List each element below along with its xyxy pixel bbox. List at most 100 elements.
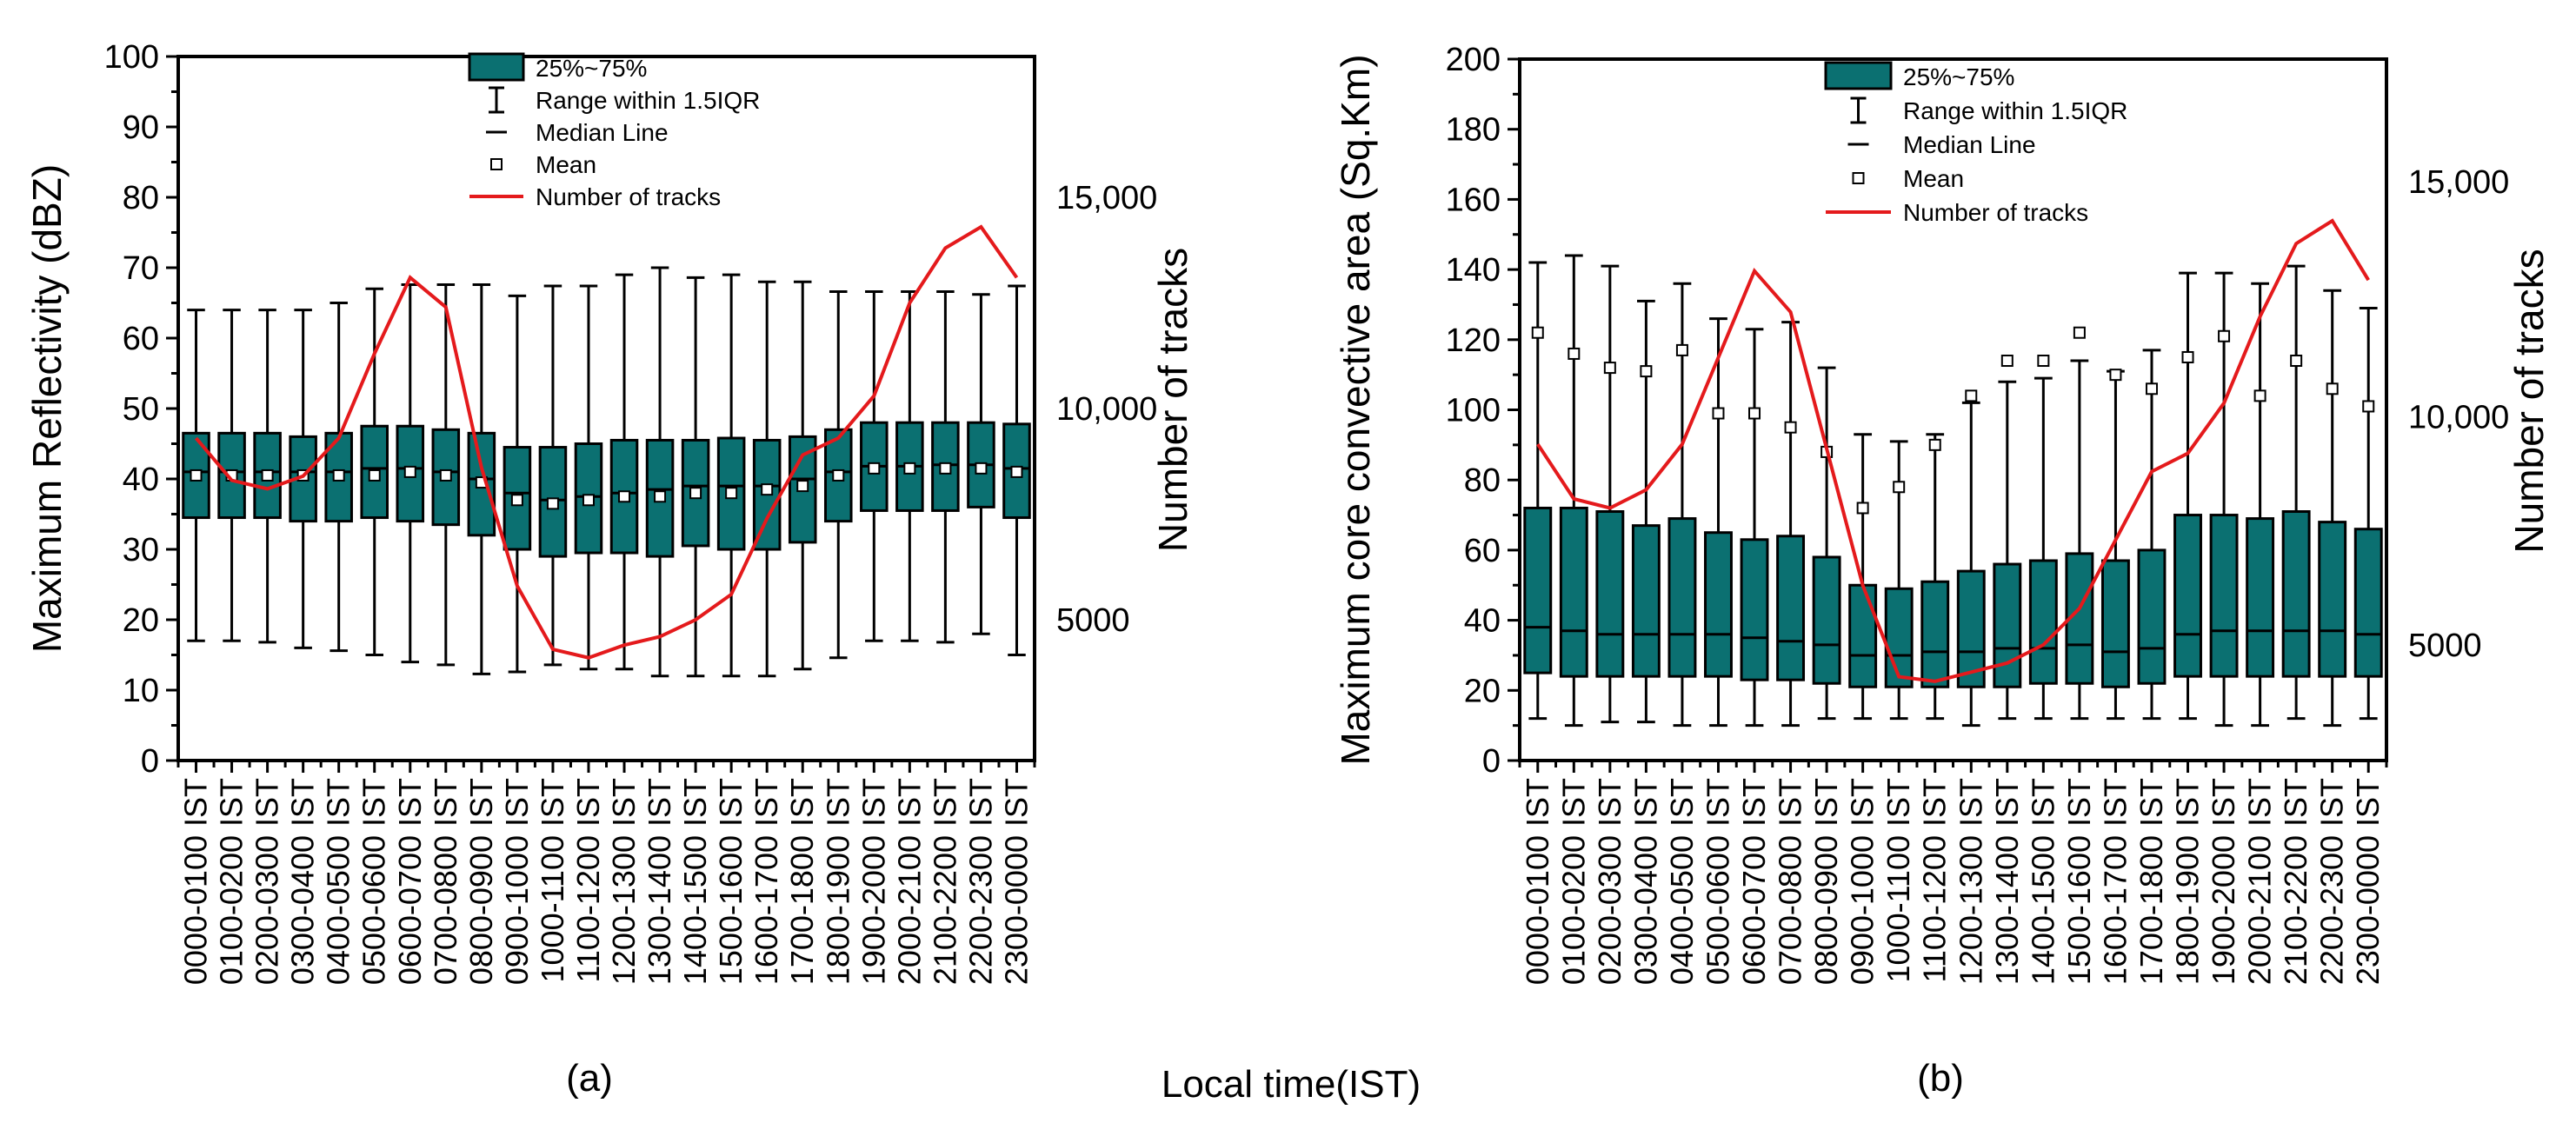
legend-box-swatch xyxy=(468,52,525,82)
x-tick-label: 1600-1700 IST xyxy=(749,778,784,985)
chart-panel-b: 0 20 40 60 80 100 120 140 160 180 200 5000 10,000 15,… xyxy=(1333,42,2552,1100)
y-tick-label: 10 xyxy=(123,673,159,709)
x-tick-label: 2000-2100 IST xyxy=(891,778,927,985)
x-tick-label: 1800-1900 IST xyxy=(2170,778,2206,985)
x-tick-label: 1300-1400 IST xyxy=(1989,778,2025,985)
legend-mean-label: Mean xyxy=(1903,165,1964,192)
mean-marker xyxy=(2218,329,2231,342)
y-tick-label: 100 xyxy=(104,39,159,76)
x-tick-label: 0200-0300 IST xyxy=(250,778,285,985)
y-tick-label: 180 xyxy=(1446,112,1501,149)
box-iqr xyxy=(1848,583,1878,688)
box-iqr xyxy=(1812,555,1841,685)
box-iqr xyxy=(1704,531,1733,678)
legend-whisker-label: Range within 1.5IQR xyxy=(536,87,760,114)
y-tick-label: 30 xyxy=(123,532,159,568)
y-axis-title: Maximum Reflectivity (dBZ) xyxy=(24,164,70,653)
y-tick-label: 40 xyxy=(123,462,159,498)
mean-marker xyxy=(1748,407,1761,420)
y-tick-label: 120 xyxy=(1446,322,1501,359)
mean-marker xyxy=(725,487,738,500)
x-tick-label: 1900-2000 IST xyxy=(855,778,891,985)
y-tick-label: 20 xyxy=(1464,673,1501,709)
x-tick-label: 0000-0100 IST xyxy=(1520,778,1555,985)
x-tick-label: 1700-1800 IST xyxy=(784,778,820,985)
box-iqr xyxy=(2173,514,2202,678)
mean-marker xyxy=(618,490,631,503)
mean-marker xyxy=(190,468,203,482)
mean-marker xyxy=(2253,389,2266,402)
mean-marker xyxy=(1712,407,1725,420)
x-tick-label: 0600-0700 IST xyxy=(1736,778,1772,985)
box-iqr xyxy=(1559,506,1588,678)
legend-box-label: 25%~75% xyxy=(1903,63,2014,90)
x-tick-label: 0800-0900 IST xyxy=(463,778,499,985)
legend: 25%~75% Range within 1.5IQR Median Line Mea… xyxy=(1824,61,2127,226)
x-tick-label: 1200-1300 IST xyxy=(1953,778,1988,985)
legend: 25%~75% Range within 1.5IQR Median Line Mea… xyxy=(468,52,760,210)
mean-marker xyxy=(2109,369,2122,382)
mean-marker xyxy=(654,490,667,503)
mean-marker xyxy=(2362,400,2375,413)
common-x-axis-title: Local time(IST) xyxy=(1162,1063,1421,1106)
box-iqr xyxy=(1884,587,1914,688)
mean-marker xyxy=(1928,438,1941,451)
y2-tick-label: 15,000 xyxy=(2408,164,2509,201)
mean-marker xyxy=(332,468,345,482)
mean-marker xyxy=(868,462,881,475)
x-tick-label: 1300-1400 IST xyxy=(642,778,677,985)
box-iqr xyxy=(2209,514,2239,678)
x-tick-label: 0700-0800 IST xyxy=(428,778,463,985)
box-iqr xyxy=(2246,517,2275,678)
box-iqr xyxy=(2100,559,2130,688)
x-tick-label: 1100-1200 IST xyxy=(1917,778,1953,983)
x-tick-label: 0700-0800 IST xyxy=(1773,778,1808,985)
x-tick-label: 2100-2200 IST xyxy=(927,778,962,985)
mean-marker xyxy=(939,462,952,475)
x-tick-label: 0400-0500 IST xyxy=(321,778,356,985)
x-tick-label: 0400-0500 IST xyxy=(1664,778,1700,985)
x-tick-label: 0100-0200 IST xyxy=(1555,778,1591,985)
y-tick-label: 90 xyxy=(123,110,159,146)
y2-tick-label: 5000 xyxy=(1056,602,1130,639)
legend-box-label: 25%~75% xyxy=(536,55,647,82)
y-tick-label: 200 xyxy=(1446,42,1501,78)
y2-tick-label: 5000 xyxy=(2408,628,2482,664)
mean-marker xyxy=(1531,326,1544,339)
mean-marker xyxy=(1893,481,1906,494)
legend-mean-symbol xyxy=(1852,172,1865,184)
x-tick-label: 0900-1000 IST xyxy=(1845,778,1880,985)
legend-whisker-label: Range within 1.5IQR xyxy=(1903,97,2127,124)
box-iqr xyxy=(1740,538,1769,681)
y-axis-title: Maximum core convective area (Sq.Km) xyxy=(1333,54,1378,765)
box-iqr xyxy=(2137,548,2167,685)
y-tick-label: 140 xyxy=(1446,252,1501,289)
y-tick-label: 80 xyxy=(123,180,159,216)
y-tick-label: 100 xyxy=(1446,393,1501,429)
x-tick-label: 2200-2300 IST xyxy=(2314,778,2350,985)
mean-marker xyxy=(368,468,381,482)
mean-marker xyxy=(796,480,809,493)
legend-median-label: Median Line xyxy=(1903,131,2036,158)
mean-marker xyxy=(1010,465,1023,478)
mean-marker xyxy=(1784,421,1797,434)
legend-box-swatch xyxy=(1824,61,1893,90)
mean-marker xyxy=(2073,326,2086,339)
mean-marker xyxy=(832,468,845,482)
x-tick-label: 2300-0000 IST xyxy=(2350,778,2386,985)
x-tick-label: 0300-0400 IST xyxy=(285,778,321,985)
mean-marker xyxy=(439,468,452,482)
x-tick-label: 1600-1700 IST xyxy=(2097,778,2133,985)
y-tick-label: 70 xyxy=(123,250,159,287)
box-iqr xyxy=(1667,517,1697,678)
x-tick-label: 1900-2000 IST xyxy=(2206,778,2241,985)
number-of-tracks-line xyxy=(1536,218,2370,683)
mean-marker xyxy=(1640,365,1653,378)
y-tick-label: 50 xyxy=(123,391,159,428)
box-iqr xyxy=(1523,506,1553,674)
mean-marker xyxy=(2326,382,2339,395)
x-tick-label: 1700-1800 IST xyxy=(2133,778,2169,985)
y-tick-label: 0 xyxy=(141,743,159,780)
mean-marker xyxy=(1965,389,1978,402)
mean-marker xyxy=(903,462,916,475)
